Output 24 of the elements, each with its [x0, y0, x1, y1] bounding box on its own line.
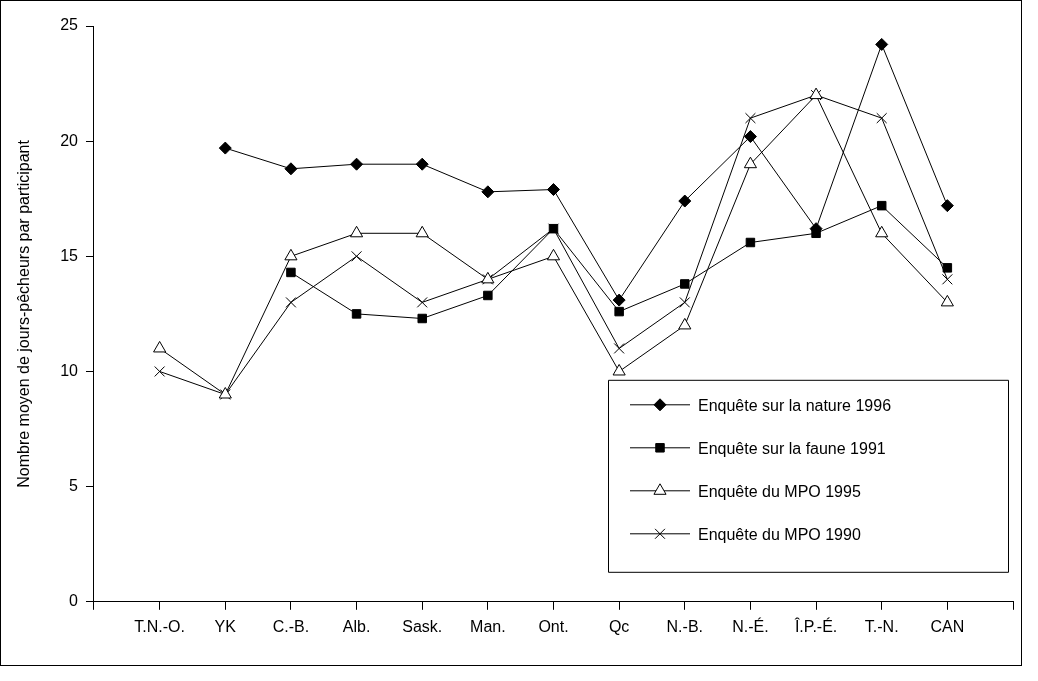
x-tick-label: T.N.-O. — [134, 617, 185, 635]
legend-label: Enquête sur la nature 1996 — [698, 397, 892, 415]
y-tick-label: 0 — [69, 592, 79, 610]
x-tick-label: N.-É. — [732, 616, 769, 635]
x-tick-label: T.-N. — [864, 617, 899, 635]
x-tick-label: CAN — [930, 617, 965, 635]
y-tick-label: 5 — [69, 477, 79, 495]
x-tick-label: Î.P.-É. — [793, 616, 838, 635]
legend-label: Enquête sur la faune 1991 — [698, 440, 886, 458]
x-tick-label: Sask. — [402, 617, 443, 635]
y-tick-label: 15 — [60, 246, 79, 264]
legend-label: Enquête du MPO 1990 — [698, 526, 861, 544]
x-tick-label: Man. — [470, 617, 506, 635]
x-tick-label: Ont. — [538, 617, 569, 635]
x-tick-label: YK — [214, 617, 237, 635]
x-tick-label: C.-B. — [272, 617, 310, 635]
y-axis-title: Nombre moyen de jours-pêcheurs par participant — [15, 139, 33, 488]
legend-label: Enquête du MPO 1995 — [698, 483, 861, 501]
y-tick-label: 10 — [60, 361, 79, 379]
x-tick-label: N.-B. — [666, 617, 704, 635]
x-tick-label: Qc — [608, 617, 630, 635]
x-tick-label: Alb. — [342, 617, 371, 635]
y-tick-label: 20 — [60, 131, 79, 149]
y-tick-label: 25 — [60, 16, 79, 34]
